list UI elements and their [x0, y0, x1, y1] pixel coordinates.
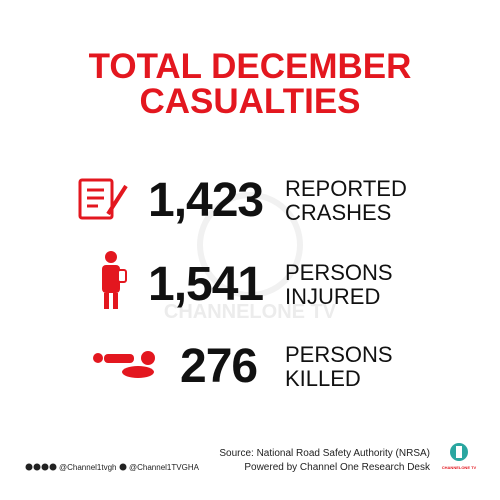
killed-icon	[93, 351, 155, 378]
stat-label: REPORTED	[285, 176, 407, 201]
logo: CHANNELONE TV	[442, 443, 477, 470]
stat-number: 1,541	[148, 258, 263, 311]
stat-label: PERSONS	[285, 342, 393, 367]
watermark-text: CHANNELONE TV	[164, 301, 337, 323]
injured-icon	[102, 251, 127, 309]
source-text: Powered by Channel One Research Desk	[244, 462, 431, 473]
stat-number: 276	[180, 340, 257, 393]
stat-number: 1,423	[148, 174, 263, 227]
watermark: CHANNELONE TV	[164, 192, 337, 323]
social-handle: @Channel1tvgh	[59, 463, 117, 472]
social-icons	[25, 463, 127, 471]
title-line: CASUALTIES	[139, 82, 360, 121]
social-handle: @Channel1TVGHA	[129, 463, 200, 472]
report-icon	[78, 178, 128, 220]
stat-label: INJURED	[285, 284, 380, 309]
watermark-ring	[197, 192, 303, 298]
stat-label: KILLED	[285, 366, 361, 391]
stat-label: PERSONS	[285, 260, 393, 285]
logo-text: CHANNELONE TV	[442, 465, 477, 470]
source-text: Source: National Road Safety Authority (…	[219, 448, 430, 459]
stat-label: CRASHES	[285, 200, 391, 225]
title-line: TOTAL DECEMBER	[89, 47, 412, 86]
